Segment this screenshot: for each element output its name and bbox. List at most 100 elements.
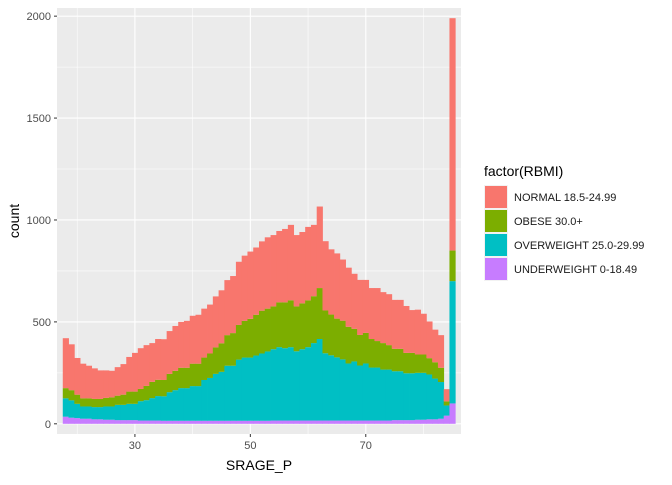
bar-obese-64: [328, 314, 335, 356]
bar-overweight-72: [374, 367, 381, 421]
bar-normal-62: [316, 206, 323, 289]
bar-normal-54: [270, 235, 277, 307]
bar-overweight-78: [409, 373, 416, 421]
bar-normal-71: [368, 288, 375, 340]
bar-underweight-82: [432, 419, 439, 424]
bar-underweight-21: [80, 418, 87, 424]
bar-underweight-72: [374, 420, 381, 424]
bar-obese-30: [132, 391, 139, 404]
bar-overweight-61: [310, 343, 318, 421]
bar-obese-57: [287, 300, 295, 348]
bar-underweight-61: [310, 420, 318, 424]
bar-underweight-32: [143, 420, 150, 424]
bar-underweight-35: [160, 420, 168, 424]
bar-obese-39: [183, 367, 191, 389]
bar-overweight-58: [293, 351, 300, 421]
bar-normal-20: [74, 357, 81, 395]
bar-obese-25: [103, 397, 110, 407]
bar-normal-47: [230, 276, 237, 334]
bar-obese-56: [282, 302, 289, 349]
bar-obese-79: [414, 354, 421, 373]
bar-normal-59: [299, 232, 306, 304]
bar-normal-61: [310, 224, 318, 297]
bar-underweight-28: [120, 420, 127, 424]
bar-underweight-62: [316, 420, 323, 424]
bar-normal-18: [62, 338, 69, 389]
bar-normal-49: [241, 255, 248, 321]
bar-normal-78: [409, 310, 416, 353]
bar-overweight-63: [322, 353, 329, 421]
bar-overweight-77: [403, 373, 410, 421]
bar-normal-81: [426, 321, 433, 359]
bar-underweight-83: [437, 418, 445, 424]
bar-underweight-49: [241, 420, 248, 424]
bar-normal-32: [143, 345, 150, 386]
bar-obese-73: [380, 343, 387, 370]
bar-obese-60: [305, 300, 312, 348]
bar-normal-26: [108, 370, 116, 398]
bar-obese-47: [230, 333, 237, 366]
bar-underweight-19: [68, 417, 75, 424]
bar-underweight-60: [305, 420, 312, 424]
bar-normal-53: [264, 237, 271, 309]
bar-overweight-47: [230, 365, 237, 421]
bar-normal-27: [114, 367, 121, 396]
bar-overweight-81: [426, 374, 433, 420]
bar-overweight-33: [149, 398, 156, 421]
bar-overweight-39: [183, 388, 191, 421]
bar-obese-76: [397, 348, 404, 372]
bar-obese-27: [114, 395, 121, 405]
bar-obese-61: [310, 296, 318, 344]
bar-normal-85: [449, 18, 456, 251]
bar-normal-44: [212, 296, 219, 348]
bar-obese-75: [391, 348, 398, 372]
bar-overweight-23: [91, 407, 98, 420]
bar-overweight-80: [420, 372, 427, 420]
bar-obese-33: [149, 381, 156, 399]
legend: factor(RBMI) NORMAL 18.5-24.99 OBESE 30.0…: [484, 163, 644, 281]
bar-underweight-36: [166, 420, 173, 424]
bar-overweight-32: [143, 400, 150, 421]
bar-underweight-25: [103, 419, 110, 424]
bar-overweight-55: [276, 347, 283, 421]
bar-normal-63: [322, 241, 329, 311]
bar-normal-25: [103, 370, 110, 398]
bar-obese-54: [270, 306, 277, 350]
bar-normal-31: [137, 348, 144, 389]
bar-underweight-85: [449, 403, 456, 424]
bar-normal-84: [443, 389, 450, 402]
bar-overweight-37: [172, 390, 179, 421]
bar-overweight-25: [103, 406, 110, 420]
bar-obese-49: [241, 320, 248, 358]
bar-underweight-48: [235, 420, 243, 424]
bar-normal-40: [189, 315, 196, 364]
bar-overweight-76: [397, 371, 404, 421]
bar-obese-19: [68, 390, 75, 401]
bar-obese-82: [432, 362, 439, 379]
bar-obese-72: [374, 341, 381, 368]
bar-obese-34: [155, 379, 162, 397]
bar-overweight-59: [299, 349, 306, 421]
bar-underweight-53: [264, 420, 271, 424]
bar-underweight-59: [299, 420, 306, 424]
bar-overweight-44: [212, 373, 219, 421]
bar-normal-37: [172, 325, 179, 371]
bar-normal-50: [247, 251, 254, 319]
bar-obese-66: [339, 320, 346, 360]
bar-obese-59: [299, 303, 306, 350]
bar-underweight-66: [339, 420, 346, 424]
bar-normal-45: [218, 290, 225, 344]
bar-underweight-69: [357, 420, 364, 424]
legend-swatch-overweight: [485, 234, 507, 256]
bar-overweight-52: [259, 353, 266, 421]
bar-obese-71: [368, 339, 375, 368]
bar-obese-41: [195, 363, 202, 387]
bar-obese-80: [420, 354, 427, 373]
bar-overweight-29: [126, 403, 133, 421]
bar-overweight-66: [339, 359, 346, 421]
bar-overweight-53: [264, 351, 271, 421]
bar-obese-42: [201, 357, 208, 380]
bar-obese-43: [207, 353, 214, 378]
bar-underweight-64: [328, 420, 335, 424]
